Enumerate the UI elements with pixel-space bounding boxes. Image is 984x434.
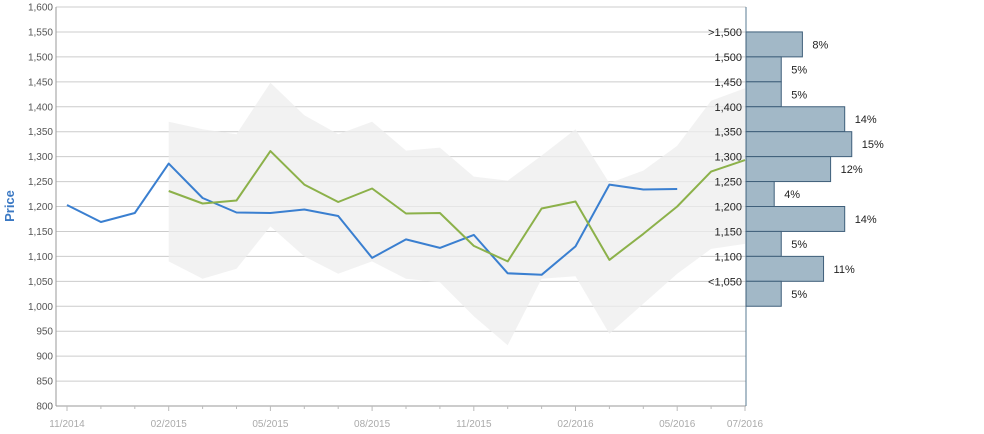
histogram-bar [745, 156, 832, 183]
y-tick-label: 1,550 [28, 27, 53, 38]
y-tick-label: 1,000 [28, 302, 53, 313]
histogram-percent-label: 5% [791, 239, 807, 251]
y-tick-label: 900 [36, 352, 53, 363]
x-tick-label: 07/2016 [727, 419, 764, 430]
histogram-bar [745, 230, 782, 257]
y-tick-label: 850 [36, 377, 53, 388]
histogram-bin-label: 1,400 [714, 102, 742, 114]
forecast-band [168, 82, 745, 346]
y-tick-label: 800 [36, 402, 53, 413]
x-tick-label: 11/2014 [49, 419, 85, 430]
histogram-percent-label: 5% [791, 289, 807, 301]
histogram-percent-label: 14% [855, 214, 877, 226]
histogram-bar [745, 81, 782, 108]
histogram-percent-label: 15% [862, 139, 884, 151]
histogram-bar [745, 280, 782, 307]
histogram-bar [745, 31, 803, 58]
histogram-percent-label: 4% [784, 189, 800, 201]
histogram-bin-label: 1,450 [714, 77, 742, 89]
y-tick-label: 1,100 [28, 252, 53, 263]
y-tick-label: 1,150 [28, 227, 53, 238]
histogram-bar [745, 181, 775, 207]
histogram-bin-label: 1,300 [714, 152, 742, 164]
histogram-bar [745, 206, 846, 232]
y-tick-label: 1,500 [28, 52, 53, 63]
series-line-2 [168, 150, 746, 263]
histogram-percent-label: 12% [841, 164, 863, 176]
x-tick-label: 08/2015 [354, 419, 391, 430]
histogram-percent-label: 5% [791, 89, 807, 101]
histogram-bin-label: <1,050 [708, 276, 742, 288]
histogram-bar [745, 255, 825, 282]
histogram-bin-label: 1,200 [714, 202, 742, 214]
histogram-percent-label: 11% [834, 264, 855, 276]
x-tick-label: 02/2015 [151, 419, 188, 430]
histogram-bar [745, 56, 782, 83]
series-line-1 [66, 162, 678, 276]
y-tick-label: 1,600 [28, 3, 53, 14]
histogram-bin-label: 1,250 [714, 177, 742, 189]
y-axis-title: Price [2, 190, 17, 222]
histogram-bin-label: 1,150 [714, 226, 742, 238]
y-tick-label: 1,350 [28, 127, 53, 138]
x-tick-label: 05/2016 [659, 419, 696, 430]
histogram-percent-label: 5% [791, 64, 807, 76]
histogram-percent-label: 14% [855, 114, 877, 126]
y-tick-label: 1,050 [28, 277, 53, 288]
histogram-bin-label: 1,350 [714, 127, 742, 139]
histogram-bar [745, 106, 846, 133]
histogram-bin-label: >1,500 [708, 27, 742, 39]
x-tick-label: 11/2015 [456, 419, 492, 430]
x-tick-label: 05/2015 [252, 419, 289, 430]
histogram-percent-label: 8% [812, 39, 828, 51]
histogram-bin-label: 1,500 [714, 52, 742, 64]
y-tick-label: 1,300 [28, 152, 53, 163]
y-tick-label: 1,450 [28, 77, 53, 88]
x-tick-label: 02/2016 [557, 419, 594, 430]
histogram-bar [745, 131, 853, 158]
y-tick-label: 1,400 [28, 102, 53, 113]
y-tick-label: 1,200 [28, 202, 53, 213]
y-tick-label: 1,250 [28, 177, 53, 188]
histogram-bin-label: 1,100 [714, 251, 742, 263]
y-tick-label: 950 [36, 327, 53, 338]
